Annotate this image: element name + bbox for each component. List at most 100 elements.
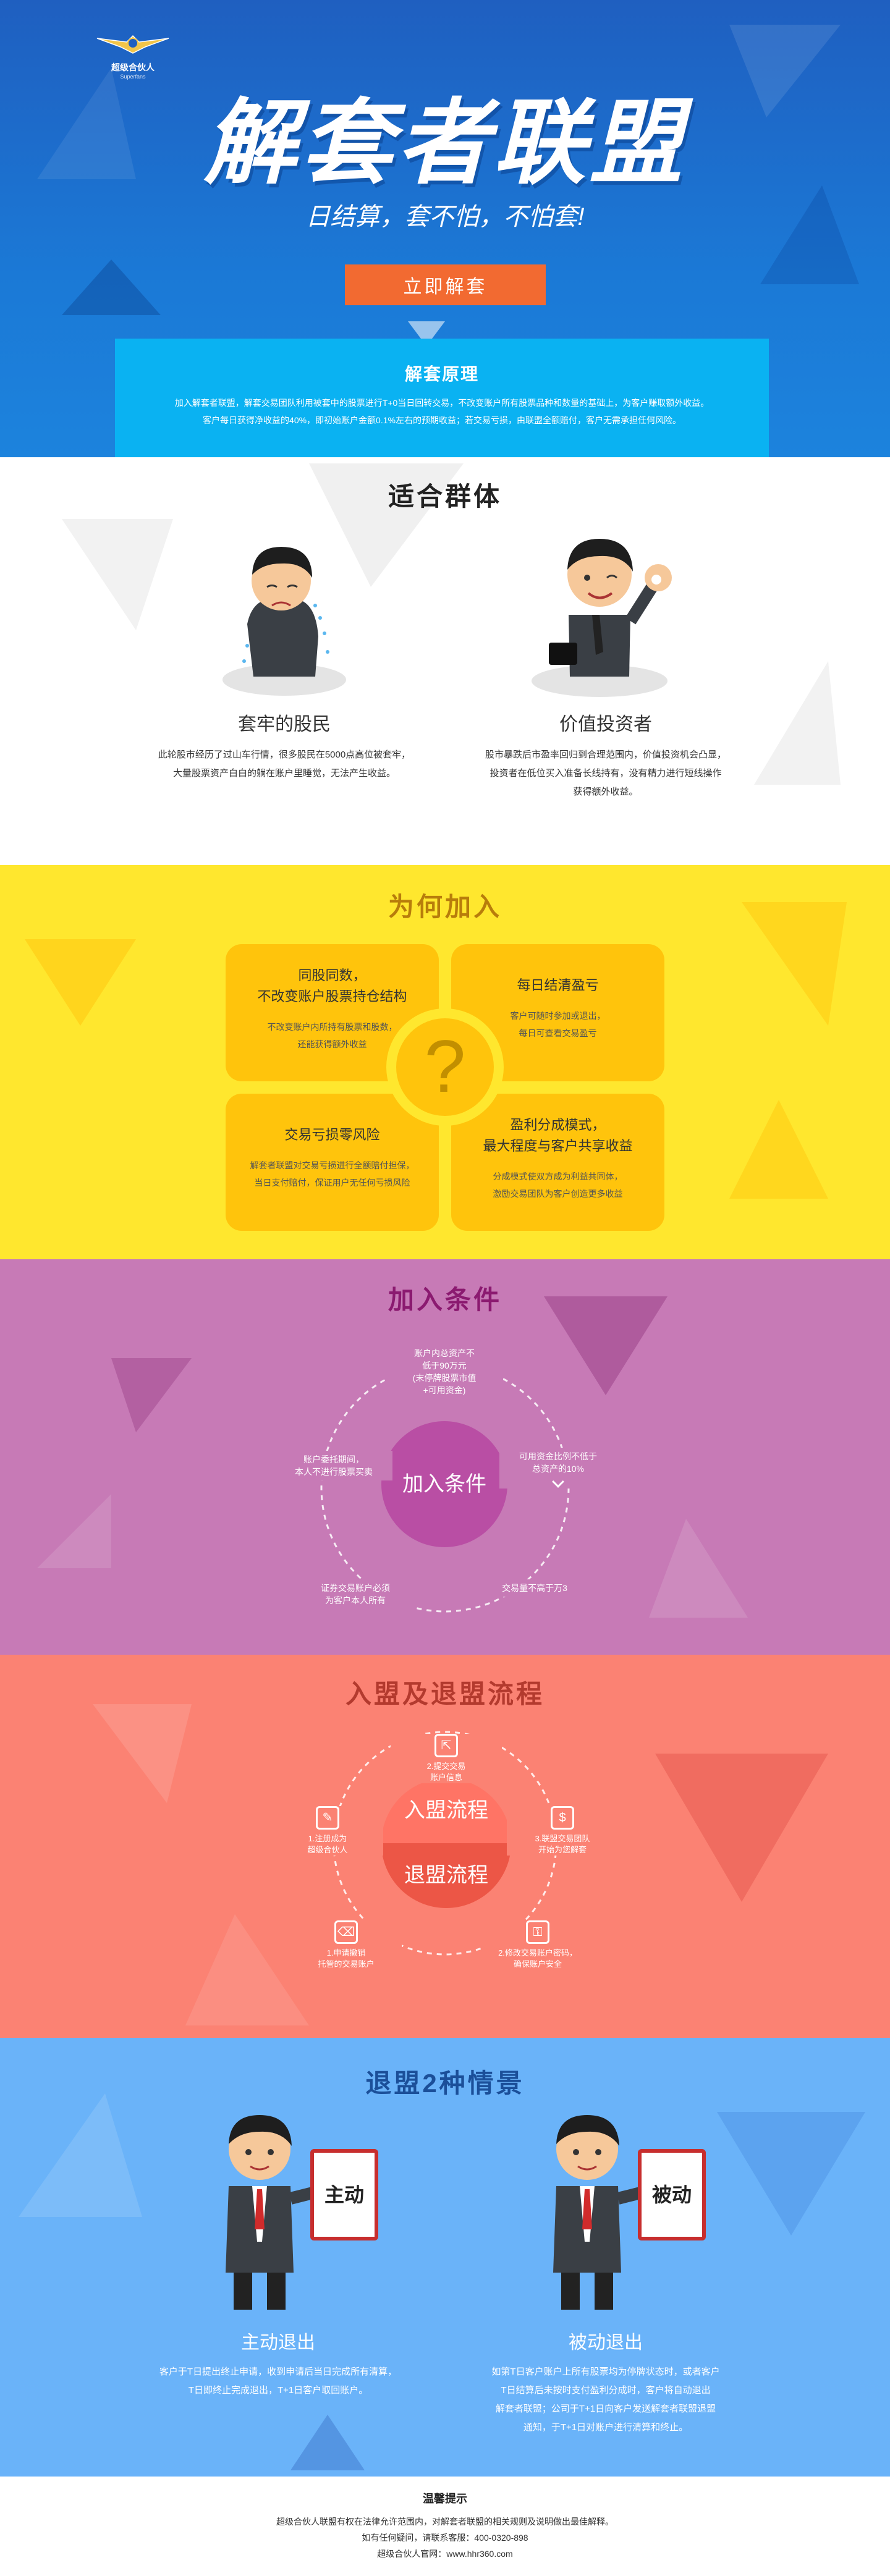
contact-hotline[interactable]: 如有任何疑问，请联系客服：400-0320-898 xyxy=(362,2533,528,2543)
benefit-text: 不改变账户内所持有股票和股数， 还能获得额外收益 xyxy=(226,1018,439,1053)
decor-triangle xyxy=(309,463,464,587)
desc-line: 获得额外收益。 xyxy=(573,787,638,797)
cond-line: 低于90万元 xyxy=(422,1361,467,1370)
text-line: 激励交易团队为客户创造更多收益 xyxy=(493,1189,623,1199)
condition-item: 交易量不高于万3 xyxy=(476,1579,593,1597)
decor-triangle xyxy=(185,1914,309,2025)
decor-triangle xyxy=(25,939,136,1026)
persona-trapped: 套牢的股民 此轮股市经历了过山车行情，很多股民在5000点高位被套牢， 大量股票… xyxy=(130,513,439,783)
decor-triangle xyxy=(729,1100,828,1199)
persona-description: 股市暴跌后市盈率回归到合理范围内，价值投资机会凸显， 投资者在低位买入准备长线持… xyxy=(451,746,760,801)
cond-line: 为客户本人所有 xyxy=(325,1595,386,1605)
text-line: 还能获得额外收益 xyxy=(297,1039,367,1049)
decor-triangle xyxy=(760,185,859,284)
cond-line: 总资产的10% xyxy=(532,1464,585,1474)
page-subtitle: 日结算，套不怕，不怕套! xyxy=(305,203,585,230)
benefit-title: 盈利分成模式， 最大程度与客户共享收益 xyxy=(451,1115,664,1157)
decor-triangle xyxy=(544,1296,668,1395)
desc-line: 大量股票资产白白的躺在账户里睡觉，无法产生收益。 xyxy=(172,768,396,779)
businessman-illustration xyxy=(553,2115,645,2310)
principle-line: 客户每日获得净收益的40%，即初始账户金额0.1%左右的预期收益；若交易亏损，由… xyxy=(203,415,681,425)
cond-line: 证券交易账户必须 xyxy=(321,1583,390,1593)
text-line: 分成模式使双方成为利益共同体， xyxy=(493,1172,623,1181)
process-step: ⇱ 2.提交交易 账户信息 xyxy=(391,1734,502,1783)
title-line: 同股同数， xyxy=(298,968,367,983)
cond-line: 账户内总资产不 xyxy=(414,1348,475,1358)
process-step: ⚿ 2.修改交易账户密码， 确保账户安全 xyxy=(482,1920,593,1970)
decor-triangle xyxy=(655,1754,828,1902)
exit-scenario-active: 主动 主动退出 客户于T日提出终止申请，收到申请后当日完成所有清算， T日即终止… xyxy=(117,2106,439,2400)
cond-line: 可用资金比例不低于 xyxy=(519,1451,597,1461)
text-line: 解套者联盟对交易亏损进行全额赔付担保， xyxy=(250,1160,415,1170)
benefit-text: 分成模式使双方成为利益共同体， 激励交易团队为客户创造更多收益 xyxy=(451,1168,664,1202)
official-site-link[interactable]: 超级合伙人官网：www.hhr360.com xyxy=(377,2549,513,2559)
persona-name: 价值投资者 xyxy=(559,714,652,735)
cond-line: 交易量不高于万3 xyxy=(502,1583,567,1593)
step-line: 确保账户安全 xyxy=(513,1959,562,1969)
principle-text: 加入解套者联盟，解套交易团队利用被套中的股票进行T+0当日回转交易，不改变账户所… xyxy=(115,394,769,429)
benefit-text: 解套者联盟对交易亏损进行全额赔付担保， 当日支付赔付，保证用户无任何亏损风险 xyxy=(226,1157,439,1191)
desc-line: 通知，于T+1日对账户进行清算和终止。 xyxy=(523,2422,689,2433)
step-line: 1.申请撤销 xyxy=(326,1948,366,1957)
share-icon: ⇱ xyxy=(434,1734,458,1757)
benefit-card: 盈利分成模式， 最大程度与客户共享收益 分成模式使双方成为利益共同体， 激励交易… xyxy=(451,1094,664,1231)
desc-line: 客户于T日提出终止申请，收到申请后当日完成所有清算， xyxy=(159,2367,397,2377)
businessman-illustration xyxy=(226,2115,317,2310)
exit-title: 退盟2种情景 xyxy=(365,2069,525,2098)
text-line: 每日可查看交易盈亏 xyxy=(519,1028,597,1038)
decor-triangle xyxy=(93,1704,192,1803)
desc-line: 此轮股市经历了过山车行情，很多股民在5000点高位被套牢， xyxy=(158,750,411,760)
unlock-now-button[interactable]: 立即解套 xyxy=(345,264,546,305)
text-line: 当日支付赔付，保证用户无任何亏损风险 xyxy=(254,1178,410,1188)
step-line: 1.注册成为 xyxy=(308,1834,347,1843)
decor-triangle xyxy=(649,1519,748,1618)
persona-value-investor: 价值投资者 股市暴跌后市盈率回归到合理范围内，价值投资机会凸显， 投资者在低位买… xyxy=(451,513,760,801)
step-line: 账户信息 xyxy=(430,1773,462,1782)
exit-scenario-passive: 被动 被动退出 如第T日客户账户上所有股票均为停牌状态时，或者客户 T日结算后未… xyxy=(445,2106,766,2437)
benefit-title: 同股同数， 不改变账户股票持仓结构 xyxy=(226,965,439,1007)
principle-title: 解套原理 xyxy=(404,365,479,384)
decor-triangle xyxy=(62,519,173,630)
active-sign-board: 主动 xyxy=(310,2149,378,2240)
notice-text: 超级合伙人联盟有权在法律允许范围内，对解套者联盟的相关规则及说明做出最佳解释。 xyxy=(276,2517,614,2527)
cond-line: 账户委托期间， xyxy=(303,1455,364,1464)
step-line: 2.修改交易账户密码， xyxy=(498,1948,577,1957)
desc-line: T日即终止完成退出，T+1日客户取回账户。 xyxy=(188,2385,368,2396)
cond-line: +可用资金) xyxy=(423,1385,466,1395)
step-line: 超级合伙人 xyxy=(307,1845,348,1854)
condition-item: 证券交易账户必须 为客户本人所有 xyxy=(297,1579,414,1609)
question-mark-icon: ? xyxy=(386,1008,504,1126)
hero-banner: 超级合伙人 Superfans 解套者联盟 日结算，套不怕，不怕套! 立即解套 … xyxy=(0,0,890,457)
process-center-circle: 入盟流程 退盟流程 xyxy=(381,1778,511,1908)
title-line: 最大程度与客户共享收益 xyxy=(483,1138,633,1154)
benefit-title: 每日结清盈亏 xyxy=(517,978,599,993)
lock-icon: ⚿ xyxy=(526,1920,549,1944)
decor-triangle xyxy=(717,2112,865,2236)
benefit-text: 客户可随时参加或退出， 每日可查看交易盈亏 xyxy=(451,1007,664,1042)
process-step: $ 3.联盟交易团队 开始为您解套 xyxy=(507,1806,618,1856)
audience-section: 适合群体 套牢的股民 此轮股市经历了过山车行情，很多股民在5000点高位被套牢，… xyxy=(0,457,890,865)
crying-investor-illustration xyxy=(222,547,346,696)
why-join-section: 为何加入 同股同数， 不改变账户股票持仓结构 不改变账户内所持有股票和股数， 还… xyxy=(0,865,890,1259)
condition-item: 账户委托期间， 本人不进行股票买卖 xyxy=(275,1451,392,1480)
desc-line: 解套者联盟；公司于T+1日向客户发送解套者联盟退盟 xyxy=(495,2404,716,2414)
condition-item: 可用资金比例不低于 总资产的10% xyxy=(499,1448,617,1489)
money-bag-icon: $ xyxy=(551,1806,574,1830)
process-step: ⌫ 1.申请撤销 托管的交易账户 xyxy=(290,1920,402,1970)
footer-notice: 温馨提示 超级合伙人联盟有权在法律允许范围内，对解套者联盟的相关规则及说明做出最… xyxy=(0,2477,890,2576)
brand-logo[interactable]: 超级合伙人 Superfans xyxy=(93,31,173,80)
decor-triangle xyxy=(290,2415,365,2470)
scenario-name: 主动退出 xyxy=(241,2333,315,2353)
decor-triangle xyxy=(37,68,136,179)
process-step: ✎ 1.注册成为 超级合伙人 xyxy=(272,1806,383,1856)
decor-triangle xyxy=(754,661,841,785)
text-line: 客户可随时参加或退出， xyxy=(510,1011,606,1021)
principle-line: 加入解套者联盟，解套交易团队利用被套中的股票进行T+0当日回转交易，不改变账户所… xyxy=(174,398,710,408)
step-line: 托管的交易账户 xyxy=(318,1959,375,1969)
process-title: 入盟及退盟流程 xyxy=(345,1679,545,1708)
logo-brand-text: 超级合伙人 xyxy=(111,62,155,72)
decor-triangle xyxy=(742,902,847,1026)
condition-item: 账户内总资产不 低于90万元 (末停牌股票市值 +可用资金) xyxy=(386,1345,503,1399)
notice-title: 温馨提示 xyxy=(423,2493,467,2505)
desc-line: 如第T日客户账户上所有股票均为停牌状态时，或者客户 xyxy=(491,2367,720,2377)
